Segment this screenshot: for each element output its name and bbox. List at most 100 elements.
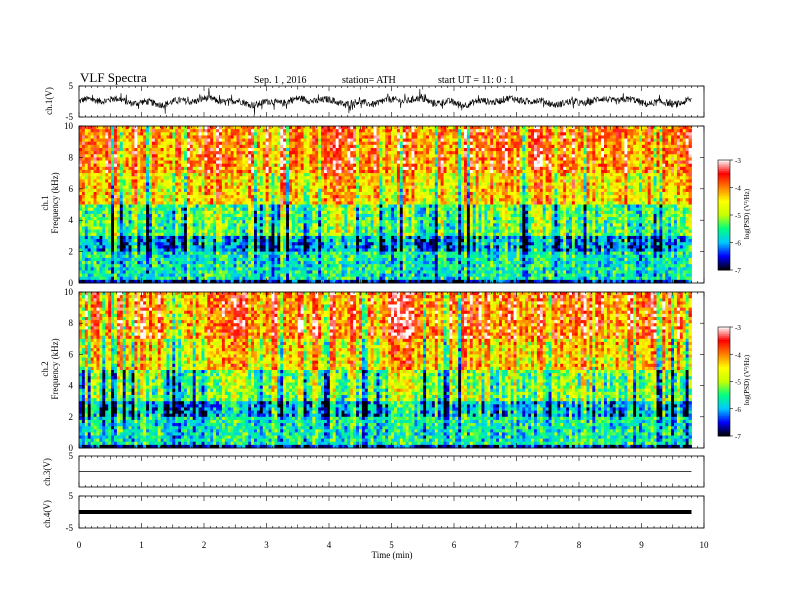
spectrogram-cell <box>321 145 324 149</box>
spectrogram-cell <box>129 208 132 212</box>
spectrogram-cell <box>324 274 327 278</box>
spectrogram-cell <box>324 252 327 256</box>
spectrogram-cell <box>123 239 126 243</box>
spectrogram-cell <box>263 157 266 161</box>
spectrogram-cell <box>111 242 114 246</box>
spectrogram-cell <box>204 151 207 155</box>
spectrogram-cell <box>280 220 283 224</box>
spectrogram-cell <box>272 126 275 130</box>
spectrogram-cell <box>260 214 263 218</box>
spectrogram-cell <box>342 186 345 190</box>
spectrogram-cell <box>99 264 102 268</box>
spectrogram-cell <box>353 230 356 234</box>
spectrogram-cell <box>178 223 181 227</box>
spectrogram-cell <box>248 248 251 252</box>
spectrogram-cell <box>336 151 339 155</box>
spectrogram-cell <box>251 255 254 259</box>
spectrogram-cell <box>108 179 111 183</box>
spectrogram-cell <box>155 230 158 234</box>
spectrogram-cell <box>82 129 85 133</box>
spectrogram-cell <box>216 223 219 227</box>
spectrogram-cell <box>99 258 102 262</box>
spectrogram-cell <box>105 157 108 161</box>
spectrogram-cell <box>79 255 82 259</box>
spectrogram-cell <box>126 129 129 133</box>
spectrogram-cell <box>324 164 327 168</box>
spectrogram-cell <box>245 220 248 224</box>
spectrogram-cell <box>111 267 114 271</box>
spectrogram-cell <box>120 233 123 237</box>
spectrogram-cell <box>193 208 196 212</box>
spectrogram-cell <box>169 186 172 190</box>
spectrogram-cell <box>280 261 283 265</box>
spectrogram-cell <box>187 157 190 161</box>
spectrogram-cell <box>219 245 222 249</box>
spectrogram-cell <box>117 242 120 246</box>
spectrogram-cell <box>344 186 347 190</box>
spectrogram-cell <box>91 189 94 193</box>
spectrogram-cell <box>134 267 137 271</box>
spectrogram-cell <box>161 223 164 227</box>
spectrogram-cell <box>132 261 135 265</box>
spectrogram-cell <box>82 230 85 234</box>
spectrogram-cell <box>190 154 193 158</box>
spectrogram-cell <box>137 252 140 256</box>
spectrogram-cell <box>129 252 132 256</box>
spectrogram-cell <box>248 170 251 174</box>
spectrogram-cell <box>213 248 216 252</box>
spectrogram-cell <box>190 223 193 227</box>
spectrogram-cell <box>274 236 277 240</box>
spectrogram-cell <box>242 233 245 237</box>
spectrogram-cell <box>167 192 170 196</box>
spectrogram-cell <box>140 261 143 265</box>
spectrogram-cell <box>207 201 210 205</box>
spectrogram-cell <box>353 145 356 149</box>
spectrogram-cell <box>181 170 184 174</box>
spectrogram-cell <box>272 211 275 215</box>
spectrogram-cell <box>263 142 266 146</box>
spectrogram-cell <box>292 226 295 230</box>
spectrogram-cell <box>216 161 219 165</box>
spectrogram-cell <box>134 129 137 133</box>
ch1-waveform-panel: 5-5 <box>66 81 705 122</box>
spectrogram-cell <box>333 226 336 230</box>
spectrogram-cell <box>178 274 181 278</box>
spectrogram-cell <box>172 167 175 171</box>
spectrogram-cell <box>356 145 359 149</box>
spectrogram-cell <box>161 189 164 193</box>
spectrogram-cell <box>312 132 315 136</box>
spectrogram-cell <box>143 236 146 240</box>
spectrogram-cell <box>225 267 228 271</box>
spectrogram-cell <box>88 201 91 205</box>
spectrogram-cell <box>149 157 152 161</box>
spectrogram-cell <box>120 167 123 171</box>
spectrogram-cell <box>327 129 330 133</box>
spectrogram-cell <box>105 167 108 171</box>
spectrogram-cell <box>85 258 88 262</box>
spectrogram-cell <box>97 248 100 252</box>
spectrogram-cell <box>257 179 260 183</box>
spectrogram-cell <box>152 183 155 187</box>
spectrogram-cell <box>190 186 193 190</box>
spectrogram-cell <box>88 220 91 224</box>
spectrogram-cell <box>245 129 248 133</box>
spectrogram-cell <box>105 179 108 183</box>
spectrogram-cell <box>172 217 175 221</box>
spectrogram-cell <box>307 233 310 237</box>
spectrogram-cell <box>266 148 269 152</box>
spectrogram-cell <box>321 192 324 196</box>
spectrogram-cell <box>333 230 336 234</box>
spectrogram-cell <box>167 239 170 243</box>
spectrogram-cell <box>344 236 347 240</box>
spectrogram-cell <box>85 274 88 278</box>
spectrogram-cell <box>239 135 242 139</box>
spectrogram-cell <box>347 264 350 268</box>
spectrogram-cell <box>114 233 117 237</box>
spectrogram-cell <box>356 164 359 168</box>
spectrogram-cell <box>304 220 307 224</box>
spectrogram-cell <box>307 129 310 133</box>
spectrogram-cell <box>225 135 228 139</box>
spectrogram-cell <box>274 198 277 202</box>
spectrogram-cell <box>155 233 158 237</box>
spectrogram-cell <box>146 179 149 183</box>
